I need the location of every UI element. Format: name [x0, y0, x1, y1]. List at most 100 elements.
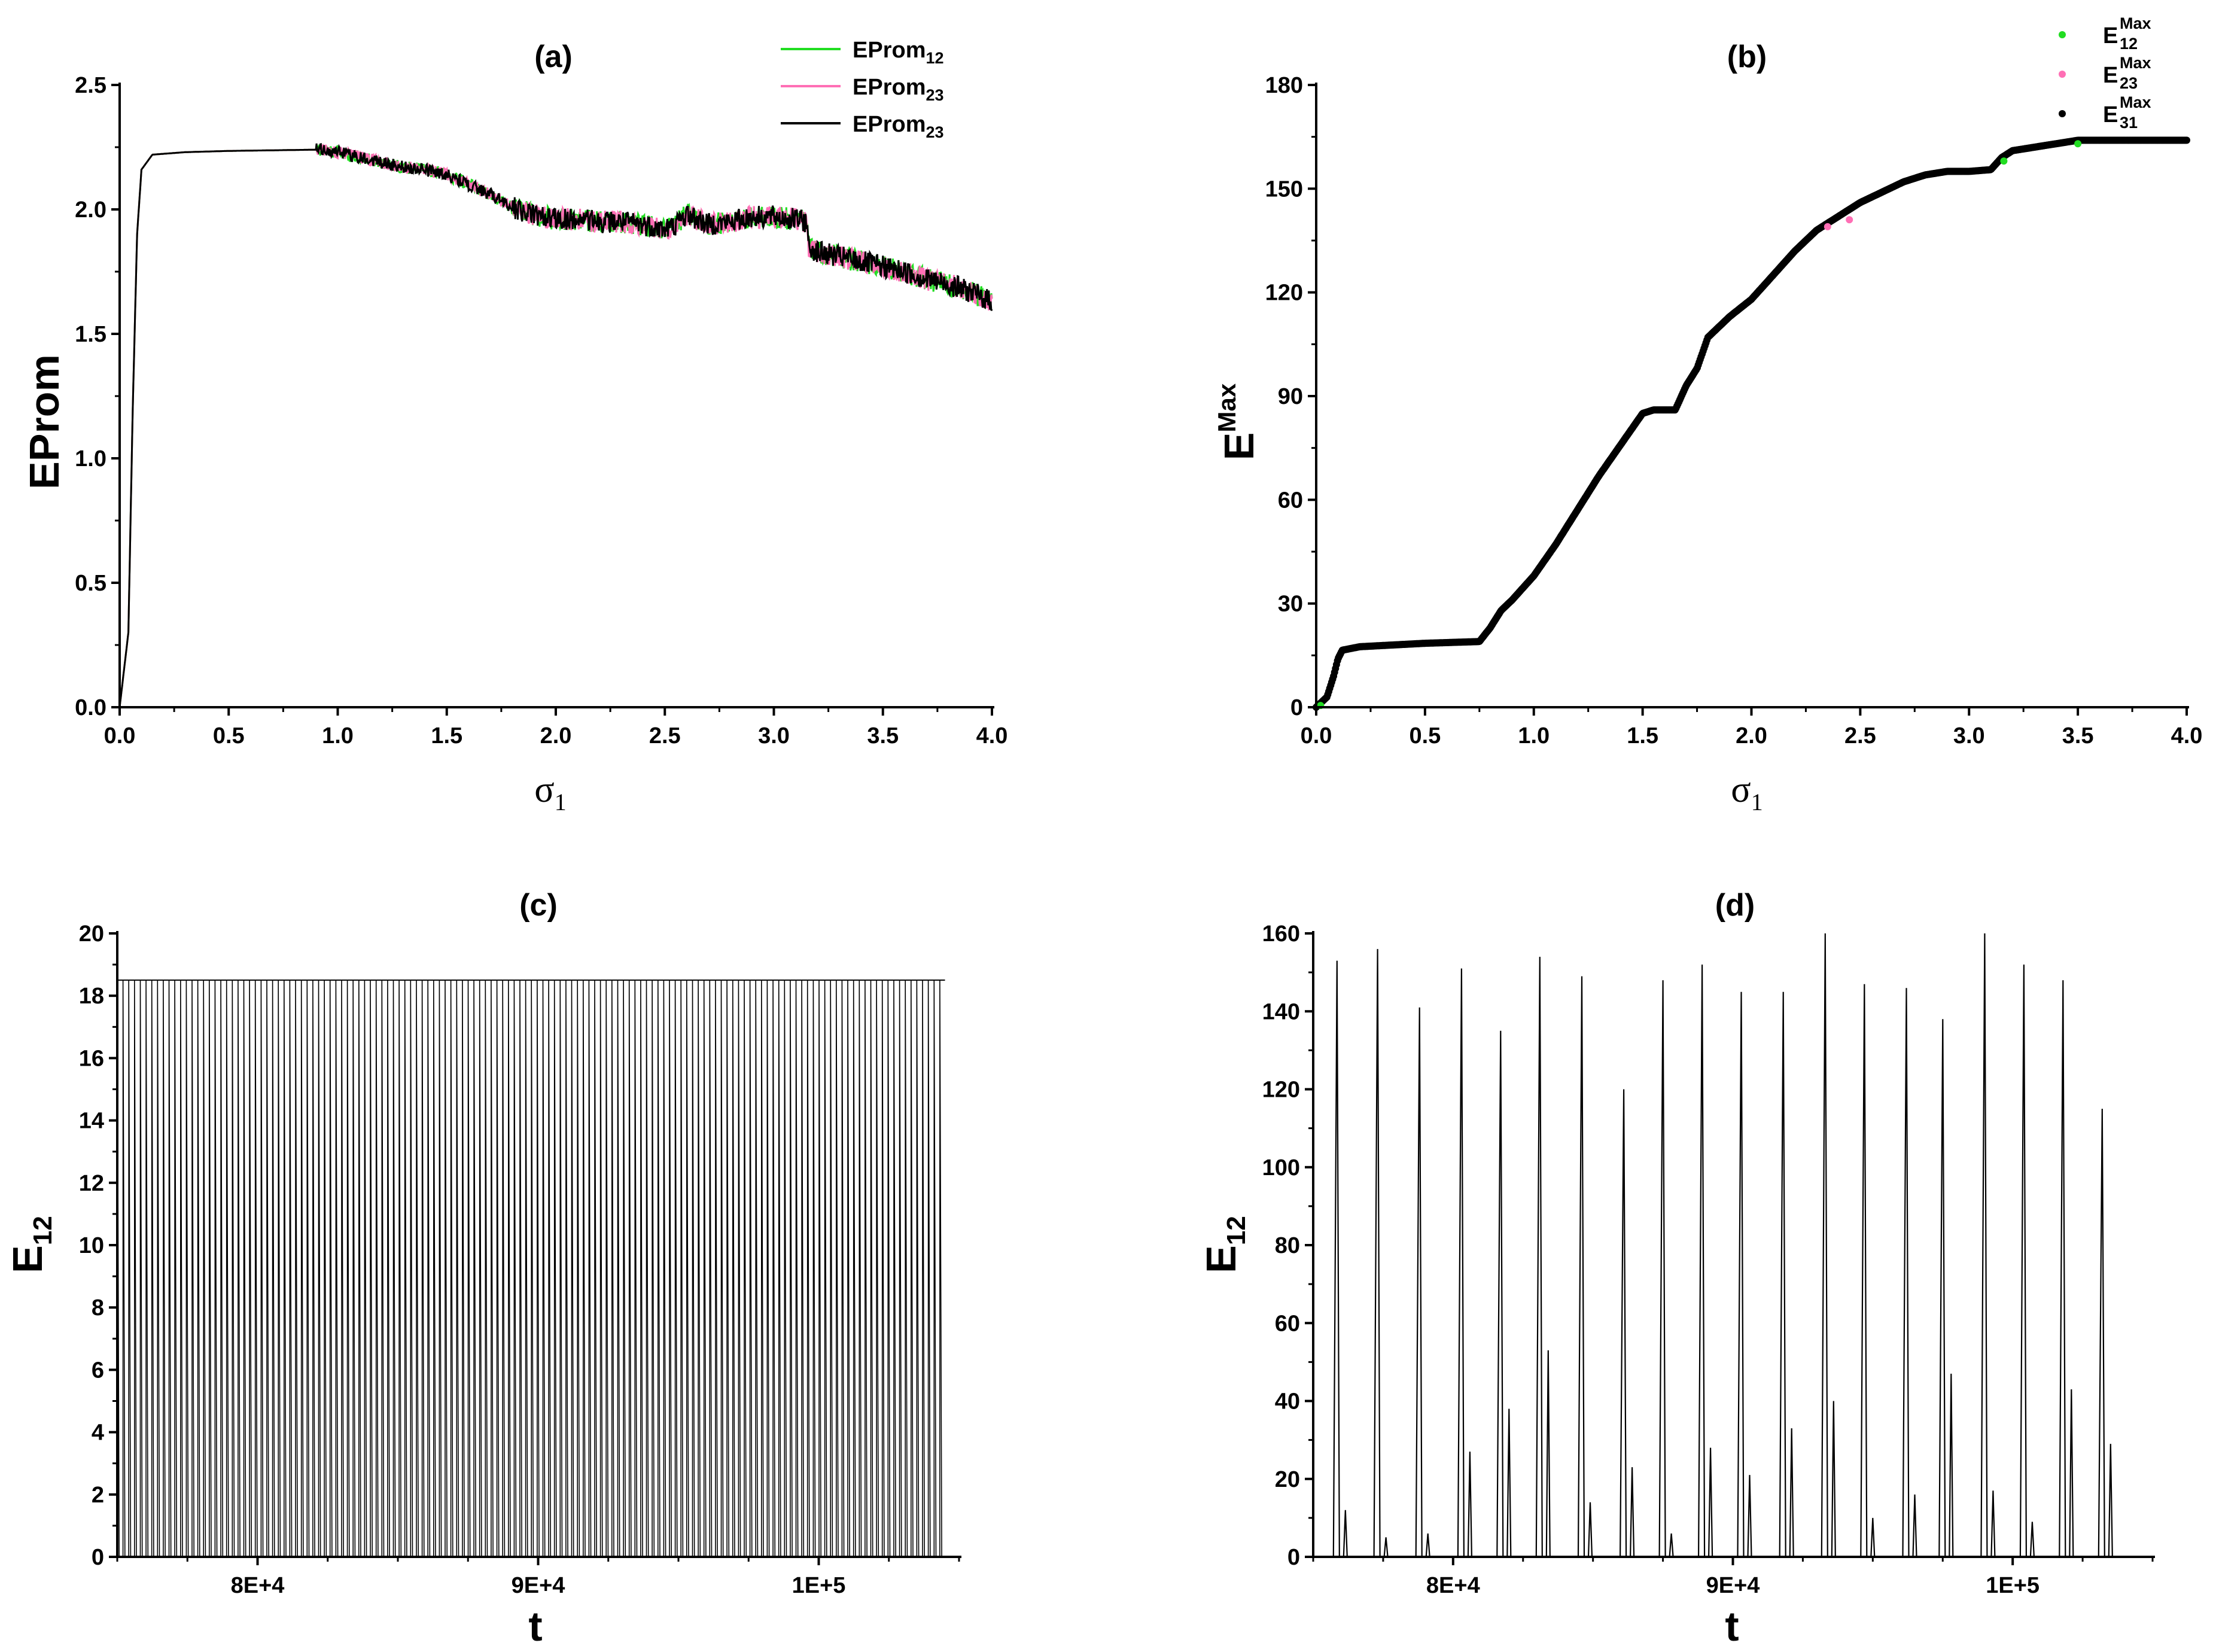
- panel-c-title: (c): [519, 888, 558, 923]
- y-tick-label: 0.5: [75, 571, 106, 596]
- panel-a-axes: 0.0 0.5 1.0 1.5 2.0 2.5 0.0 0.5 1.0 1.5 2.0 2.5 3.0 3…: [75, 73, 1007, 749]
- y-tick-label: 80: [1275, 1233, 1300, 1258]
- scatter-point: [2183, 136, 2190, 144]
- legend-label-0: EProm12: [853, 38, 944, 67]
- legend-marker-0: [2059, 31, 2066, 38]
- legend-marker-1: [2059, 71, 2066, 78]
- panel-b-xlabel: σ1: [1731, 769, 1763, 816]
- spike-14: [1902, 988, 1917, 1557]
- y-tick-label: 120: [1262, 1078, 1300, 1103]
- x-tick-label: 1.5: [1627, 723, 1658, 749]
- spike-6: [1577, 976, 1593, 1557]
- x-tick-label: 2.0: [540, 723, 572, 749]
- y-tick-label: 160: [1262, 921, 1300, 947]
- y-tick-label: 120: [1265, 281, 1303, 306]
- panel-b-plot-area: [1313, 136, 2190, 711]
- y-tick-label: 0: [92, 1545, 104, 1570]
- x-tick-label: 1.0: [322, 723, 354, 749]
- legend-label-2: EProm23: [853, 112, 944, 141]
- x-tick-label: 9E+4: [512, 1573, 565, 1598]
- y-tick-label: 14: [79, 1109, 104, 1134]
- spike-9: [1698, 965, 1713, 1557]
- y-tick-label: 30: [1278, 592, 1303, 617]
- x-tick-label: 1.0: [1518, 723, 1550, 749]
- y-tick-label: 18: [79, 984, 104, 1009]
- x-tick-label: 0.5: [213, 723, 245, 749]
- panel-a: (a) 0.0 0.5 1.0 1.5 2.0 2.5 0.0 0.5 1.0 1.5 2.0 2.5…: [21, 38, 1007, 816]
- x-tick-label: 0.5: [1409, 723, 1441, 749]
- panel-d: (d) 0 20 40 60 80 100 120 140 160 8E+4 9E+4 1E+5 E1…: [1198, 888, 2155, 1650]
- x-tick-label: 2.0: [1736, 723, 1767, 749]
- legend-marker-2: [2059, 110, 2066, 117]
- y-tick-label: 40: [1275, 1389, 1300, 1414]
- panel-a-plot-area: [118, 142, 993, 708]
- y-tick-label: 100: [1262, 1155, 1300, 1181]
- panel-a-ylabel: EProm: [21, 354, 68, 489]
- y-tick-label: 0: [1290, 695, 1303, 720]
- panel-c-xlabel: t: [528, 1603, 542, 1650]
- panel-d-axes: 0 20 40 60 80 100 120 140 160 8E+4 9E+4 1E+5: [1262, 921, 2155, 1598]
- y-tick-label: 0.0: [75, 695, 106, 720]
- y-tick-label: 20: [79, 921, 104, 947]
- x-tick-label: 1E+5: [1986, 1573, 2040, 1598]
- x-tick-label: 1.5: [431, 723, 462, 749]
- x-tick-label: 2.5: [1844, 723, 1876, 749]
- x-tick-label: 0.0: [1301, 723, 1332, 749]
- panel-d-title: (d): [1715, 888, 1755, 923]
- y-tick-label: 90: [1278, 384, 1303, 409]
- x-tick-label: 3.5: [2062, 723, 2094, 749]
- scatter-point-colored: [2074, 140, 2082, 148]
- legend-label-2: EMax 31: [2103, 93, 2151, 132]
- y-tick-label: 20: [1275, 1467, 1300, 1492]
- y-tick-label: 16: [79, 1046, 104, 1071]
- panel-d-plot-area: [1313, 933, 2125, 1558]
- y-tick-label: 180: [1265, 73, 1303, 98]
- x-tick-label: 0.0: [104, 723, 136, 749]
- series-line-2: [118, 142, 993, 708]
- spike-5: [1535, 957, 1551, 1557]
- panel-b: (b) 0 30 60 90 120 150 180 0.0 0.5 1.0 1.5 2.0 2.5 3.…: [1213, 14, 2202, 816]
- panel-a-legend: EProm12 EProm23 EProm23: [781, 38, 944, 141]
- y-tick-label: 6: [92, 1358, 104, 1383]
- legend-label-0: EMax 12: [2103, 14, 2151, 53]
- y-tick-label: 60: [1278, 488, 1303, 513]
- spike-train: [117, 980, 942, 1557]
- spike-17: [2019, 965, 2035, 1557]
- spike-4: [1496, 1030, 1512, 1557]
- y-tick-label: 2.0: [75, 197, 106, 223]
- legend-label-1: EMax 23: [2103, 54, 2151, 92]
- x-tick-label: 1E+5: [792, 1573, 846, 1598]
- scatter-point-colored: [1846, 216, 1853, 224]
- scatter-point-colored: [1824, 223, 1831, 230]
- spike-7: [1620, 1089, 1635, 1557]
- x-tick-label: 3.5: [867, 723, 899, 749]
- spike-13: [1860, 984, 1876, 1557]
- spike-10: [1737, 991, 1752, 1557]
- x-tick-label: 3.0: [1953, 723, 1985, 749]
- spike-2: [1415, 1007, 1430, 1557]
- x-tick-label: 2.5: [649, 723, 681, 749]
- y-tick-label: 1.0: [75, 446, 106, 471]
- x-tick-label: 3.0: [758, 723, 790, 749]
- panel-c-ylabel: E12: [4, 1216, 57, 1273]
- spike-3: [1457, 968, 1472, 1557]
- y-tick-label: 2: [92, 1483, 104, 1508]
- series-line-1: [118, 144, 993, 708]
- y-tick-label: 0: [1287, 1545, 1300, 1570]
- panel-b-ylabel: EMax: [1213, 383, 1262, 460]
- y-tick-label: 60: [1275, 1311, 1300, 1336]
- panel-d-ylabel: E12: [1198, 1216, 1251, 1273]
- legend-label-1: EProm23: [853, 75, 944, 104]
- y-tick-label: 4: [92, 1420, 104, 1446]
- spike-19: [2098, 1109, 2113, 1557]
- panel-a-xlabel: σ1: [534, 769, 566, 816]
- y-tick-label: 12: [79, 1171, 104, 1196]
- panel-c-plot-area: [117, 979, 945, 1557]
- spike-0: [1332, 960, 1348, 1557]
- spike-11: [1779, 991, 1794, 1557]
- y-tick-label: 10: [79, 1233, 104, 1258]
- y-tick-label: 2.5: [75, 73, 106, 98]
- x-tick-label: 9E+4: [1706, 1573, 1760, 1598]
- spike-16: [1980, 933, 1996, 1557]
